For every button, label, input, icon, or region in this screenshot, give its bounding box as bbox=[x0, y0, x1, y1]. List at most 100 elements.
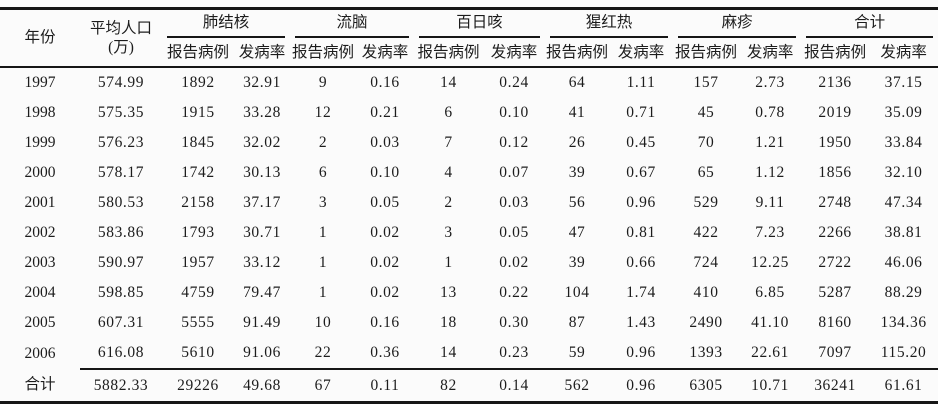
value-cell: 35.09 bbox=[884, 104, 923, 122]
value-cell: 1.11 bbox=[626, 74, 656, 92]
sub-header-cases: 报告病例 bbox=[673, 39, 740, 68]
value-cell: 134.36 bbox=[880, 314, 927, 332]
col-header-population-line2: (万) bbox=[108, 39, 134, 56]
value-cell: 26 bbox=[568, 134, 586, 152]
value-cell: 1892 bbox=[181, 74, 215, 92]
value-cell: 0.36 bbox=[370, 344, 400, 362]
value-cell: 3 bbox=[318, 194, 328, 212]
value-cell: 1.74 bbox=[626, 284, 656, 302]
sub-header-rate: 发病率 bbox=[356, 39, 415, 68]
value-cell: 0.45 bbox=[626, 134, 656, 152]
value-cell: 14 bbox=[440, 344, 457, 362]
value-cell: 2 bbox=[444, 194, 453, 212]
table-row: 1999 576.23 1845 32.02 2 0.03 7 0.12 26 0.45 70 1.2… bbox=[0, 128, 938, 158]
total-row: 合计 5882.33 29226 49.68 67 0.11 82 0.14 562 0.96 63… bbox=[0, 368, 938, 403]
value-cell: 4 bbox=[444, 164, 453, 182]
table-row: 2003 590.97 1957 33.12 1 0.02 1 0.02 39 0.66 724 12… bbox=[0, 248, 938, 278]
value-cell: 2.73 bbox=[755, 74, 785, 92]
value-cell: 61.61 bbox=[869, 368, 938, 403]
value-cell: 0.22 bbox=[499, 284, 529, 302]
value-cell: 0.21 bbox=[370, 104, 400, 122]
row-label-cell: 合计 bbox=[24, 376, 56, 394]
sub-header-rate: 发病率 bbox=[234, 39, 291, 68]
value-cell: 1.12 bbox=[755, 164, 785, 182]
value-cell: 0.12 bbox=[499, 134, 529, 152]
value-cell: 3 bbox=[444, 224, 453, 242]
value-cell: 7.23 bbox=[755, 224, 785, 242]
value-cell: 5610 bbox=[181, 344, 215, 362]
group-header-tuberculosis: 肺结核 bbox=[162, 9, 290, 40]
value-cell: 529 bbox=[693, 194, 719, 212]
value-cell: 6305 bbox=[673, 368, 740, 403]
value-cell: 0.23 bbox=[499, 344, 529, 362]
value-cell: 0.71 bbox=[626, 104, 656, 122]
group-header-scarlet-fever: 猩红热 bbox=[545, 9, 673, 40]
value-cell: 59 bbox=[568, 344, 586, 362]
value-cell: 0.24 bbox=[499, 74, 529, 92]
value-cell: 0.16 bbox=[370, 314, 400, 332]
value-cell: 41 bbox=[568, 104, 586, 122]
col-header-population-line1: 平均人口 bbox=[89, 19, 152, 37]
row-label-cell: 1997 bbox=[24, 74, 56, 92]
table-row: 2005 607.31 5555 91.49 10 0.16 18 0.30 87 1.43 249… bbox=[0, 308, 938, 338]
row-label-cell: 2000 bbox=[24, 164, 56, 182]
value-cell: 7 bbox=[444, 134, 453, 152]
sub-header-cases: 报告病例 bbox=[545, 39, 610, 68]
value-cell: 18 bbox=[440, 314, 457, 332]
value-cell: 583.86 bbox=[97, 224, 145, 242]
value-cell: 0.05 bbox=[370, 194, 400, 212]
value-cell: 41.10 bbox=[751, 314, 789, 332]
value-cell: 562 bbox=[545, 368, 610, 403]
value-cell: 29226 bbox=[162, 368, 234, 403]
value-cell: 91.49 bbox=[243, 314, 281, 332]
sub-header-rate: 发病率 bbox=[739, 39, 802, 68]
value-cell: 4759 bbox=[181, 284, 215, 302]
value-cell: 0.66 bbox=[626, 254, 656, 272]
value-cell: 580.53 bbox=[97, 194, 145, 212]
sub-header-rate: 发病率 bbox=[609, 39, 674, 68]
value-cell: 87 bbox=[568, 314, 586, 332]
value-cell: 91.06 bbox=[243, 344, 281, 362]
value-cell: 0.03 bbox=[370, 134, 400, 152]
value-cell: 574.99 bbox=[97, 74, 145, 92]
value-cell: 104 bbox=[564, 284, 590, 302]
table-row: 2001 580.53 2158 37.17 3 0.05 2 0.03 56 0.96 529 9.… bbox=[0, 188, 938, 218]
value-cell: 1957 bbox=[181, 254, 215, 272]
value-cell: 65 bbox=[697, 164, 715, 182]
value-cell: 82 bbox=[414, 368, 484, 403]
row-label-cell: 2003 bbox=[24, 254, 56, 272]
disease-incidence-table: 年份 平均人口 (万) 肺结核 流脑 百日咳 猩红热 bbox=[0, 7, 938, 404]
value-cell: 5287 bbox=[818, 284, 852, 302]
col-header-year: 年份 bbox=[0, 8, 80, 68]
row-label-cell: 2002 bbox=[24, 224, 56, 242]
value-cell: 0.10 bbox=[370, 164, 400, 182]
value-cell: 2748 bbox=[818, 194, 852, 212]
value-cell: 10 bbox=[314, 314, 332, 332]
value-cell: 2136 bbox=[818, 74, 852, 92]
value-cell: 0.10 bbox=[499, 104, 529, 122]
value-cell: 33.84 bbox=[884, 134, 923, 152]
header-group-row: 年份 平均人口 (万) 肺结核 流脑 百日咳 猩红热 bbox=[0, 8, 938, 68]
value-cell: 616.08 bbox=[97, 344, 145, 362]
value-cell: 0.16 bbox=[370, 74, 400, 92]
table-header: 年份 平均人口 (万) 肺结核 流脑 百日咳 猩红热 bbox=[0, 8, 938, 68]
sub-header-cases: 报告病例 bbox=[801, 39, 870, 68]
table-body: 1997 574.99 1892 32.91 9 0.16 14 0.24 64 1.11 157 2… bbox=[0, 67, 938, 403]
value-cell: 0.30 bbox=[499, 314, 529, 332]
table-row: 1997 574.99 1892 32.91 9 0.16 14 0.24 64 1.11 157 2… bbox=[0, 67, 938, 98]
value-cell: 1742 bbox=[181, 164, 215, 182]
table-row: 2002 583.86 1793 30.71 1 0.02 3 0.05 47 0.81 422 7.… bbox=[0, 218, 938, 248]
value-cell: 32.91 bbox=[243, 74, 281, 92]
value-cell: 1393 bbox=[689, 344, 723, 362]
value-cell: 0.96 bbox=[609, 368, 674, 403]
value-cell: 2490 bbox=[689, 314, 723, 332]
value-cell: 1915 bbox=[181, 104, 215, 122]
value-cell: 37.15 bbox=[884, 74, 923, 92]
value-cell: 1.43 bbox=[626, 314, 656, 332]
table-row: 2006 616.08 5610 91.06 22 0.36 14 0.23 59 0.96 139… bbox=[0, 338, 938, 369]
value-cell: 6 bbox=[318, 164, 328, 182]
value-cell: 30.71 bbox=[243, 224, 281, 242]
row-label-cell: 1999 bbox=[24, 134, 56, 152]
value-cell: 1793 bbox=[181, 224, 215, 242]
